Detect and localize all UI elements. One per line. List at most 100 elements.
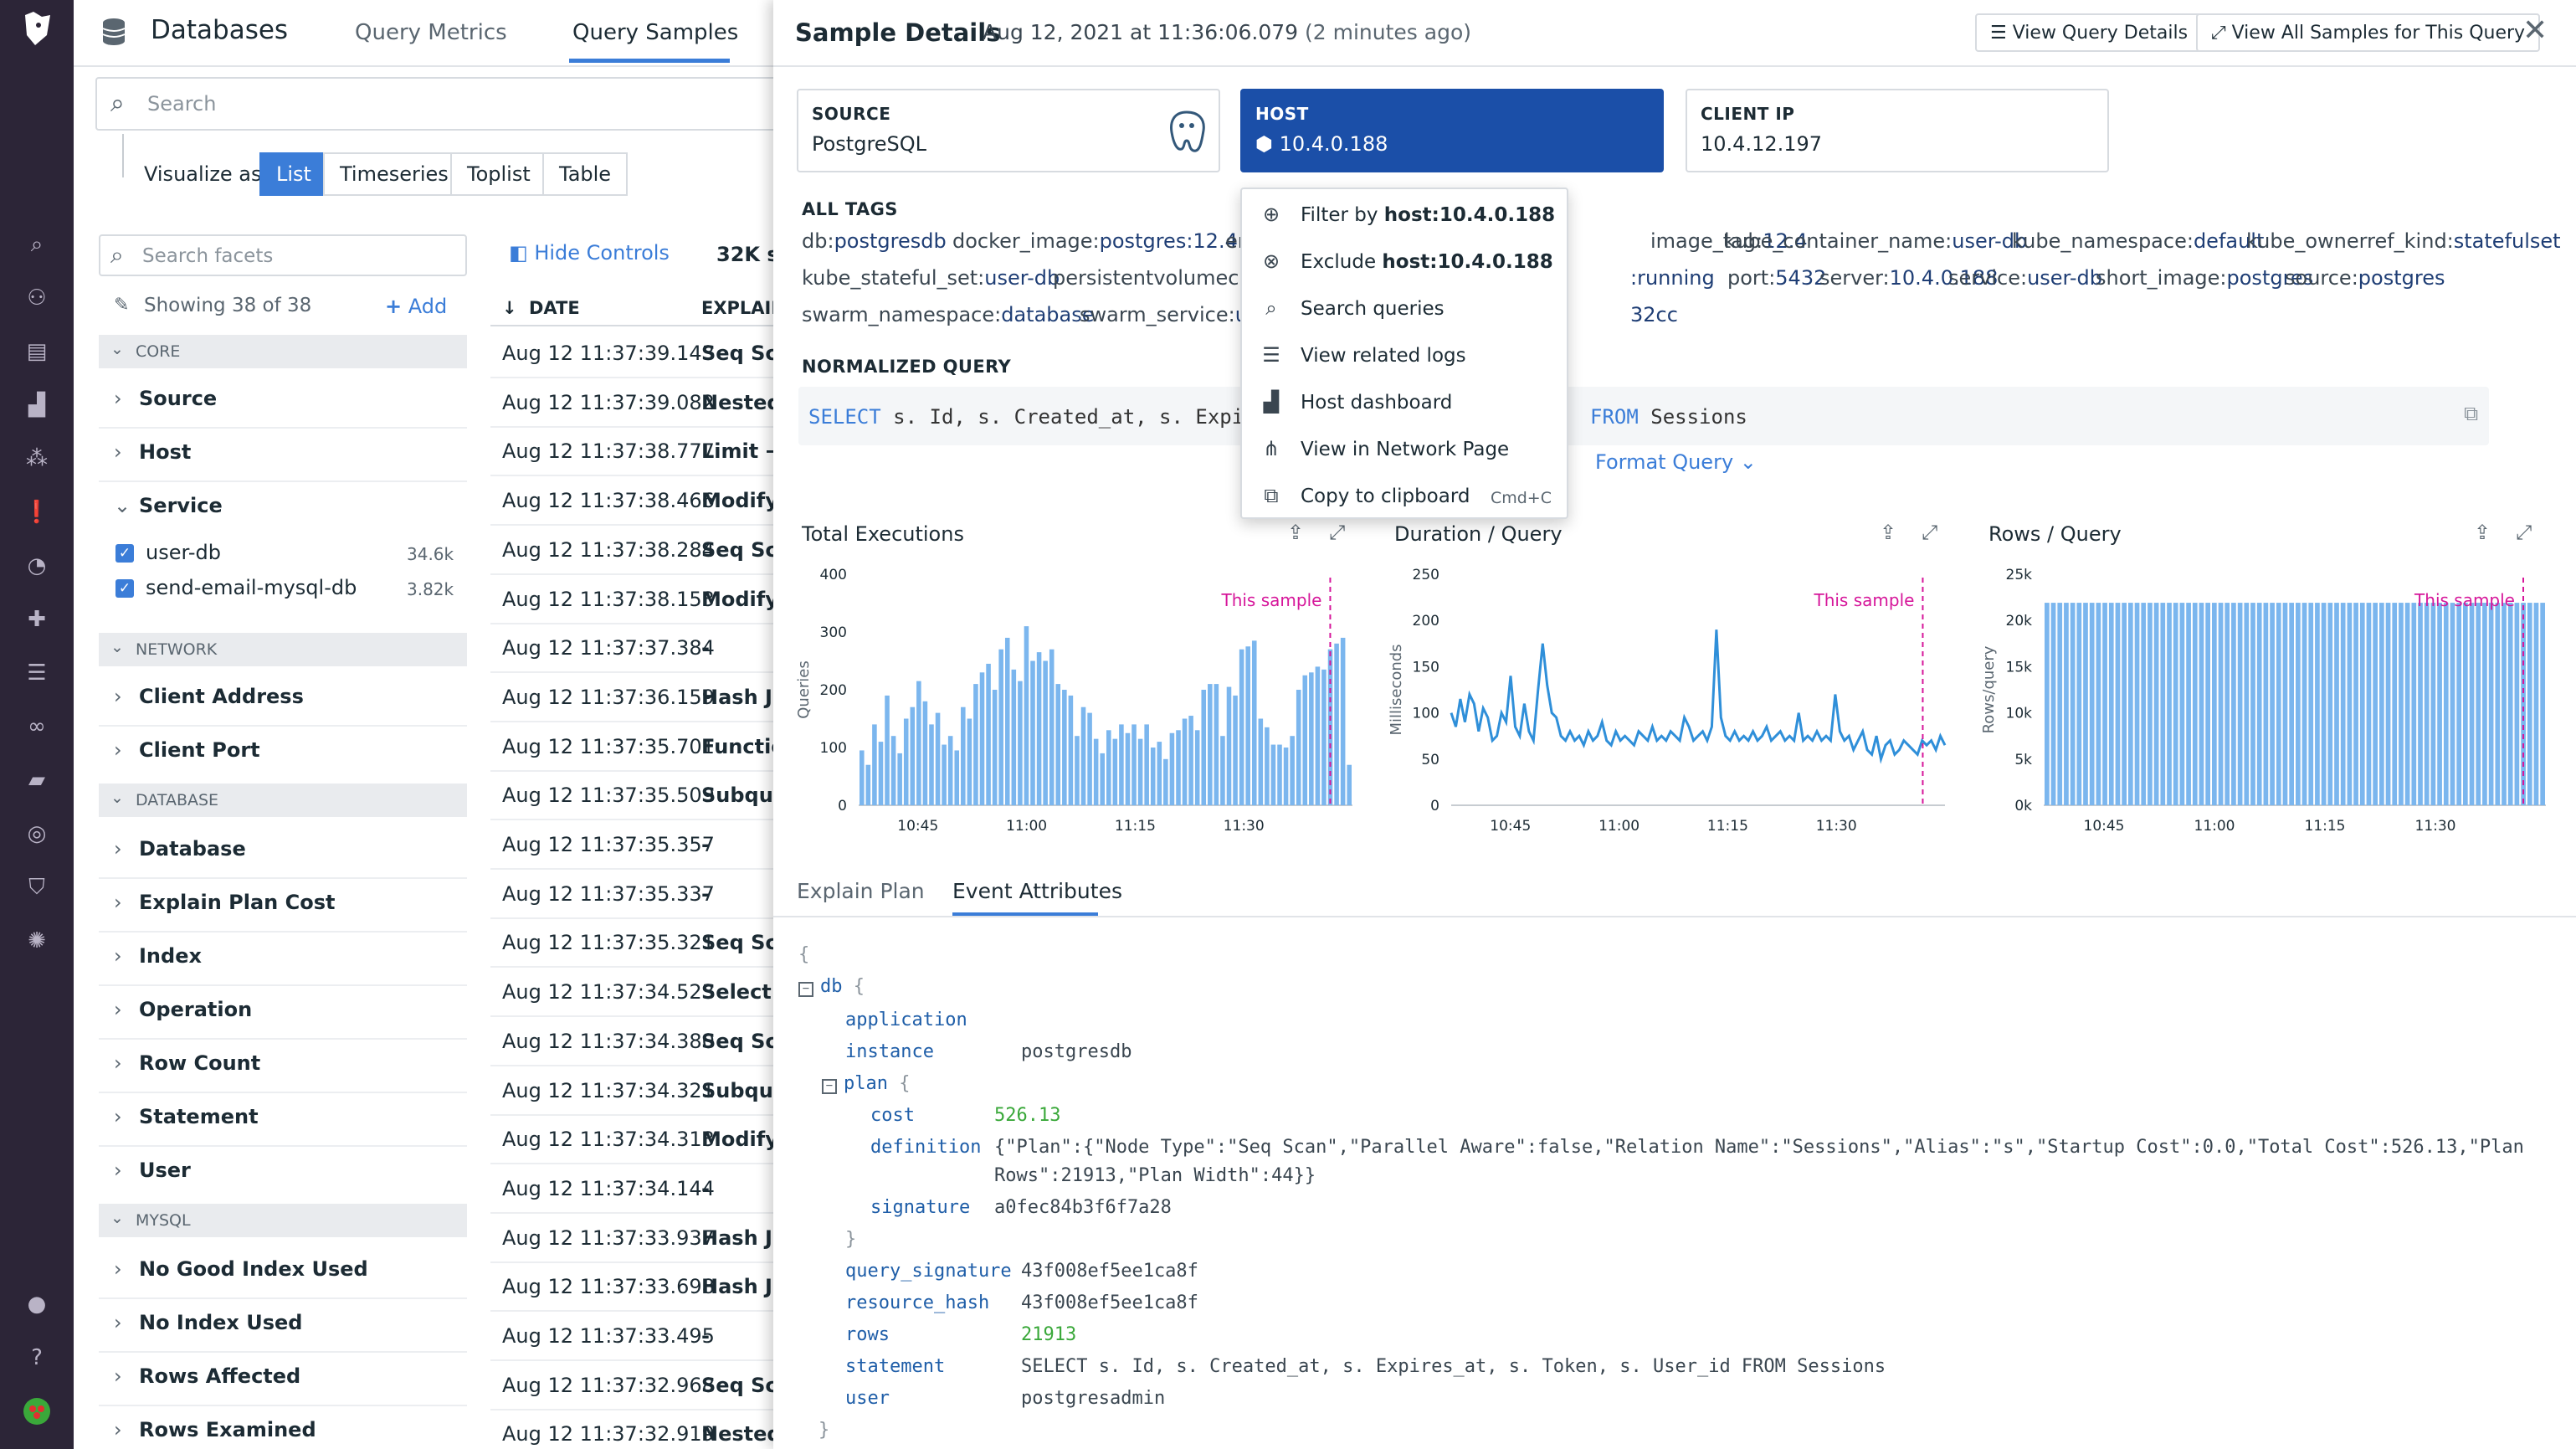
tab-query-samples[interactable]: Query Samples bbox=[572, 20, 739, 45]
alert-icon[interactable]: ❗ bbox=[23, 500, 51, 525]
facet-section-core[interactable]: ⌄ CORE bbox=[99, 335, 467, 368]
visualize-timeseries-button[interactable]: Timeseries bbox=[323, 152, 465, 196]
synthetics-icon[interactable]: ◎ bbox=[27, 821, 47, 846]
column-explain[interactable]: EXPLAIN bbox=[701, 298, 786, 318]
facet-client-port[interactable]: › Client Port bbox=[114, 738, 260, 762]
facet-rows-examined[interactable]: › Rows Examined bbox=[114, 1418, 316, 1441]
share-icon[interactable]: ⇪ bbox=[1287, 521, 1305, 544]
table-row[interactable]: Aug 12 11:37:35.337- bbox=[490, 871, 825, 919]
facet-no-index-used[interactable]: › No Index Used bbox=[114, 1311, 302, 1334]
tag-chip[interactable]: server:10.4.0.188 bbox=[1819, 266, 1998, 290]
collapse-icon[interactable]: − bbox=[822, 1079, 837, 1094]
table-row[interactable]: Aug 12 11:37:36.159 Hash Jo bbox=[490, 674, 825, 722]
puzzle-icon[interactable]: ✚ bbox=[28, 607, 46, 632]
facet-statement[interactable]: › Statement bbox=[114, 1105, 259, 1128]
tag-chip[interactable]: kube_ownerref_kind:statefulset bbox=[2246, 229, 2561, 253]
expand-icon[interactable]: ⤢ bbox=[1922, 521, 1938, 544]
tag-chip[interactable]: kube_namespace:default bbox=[2012, 229, 2264, 253]
tag-chip[interactable]: kube_container_name:user-db bbox=[1724, 229, 2027, 253]
facet-user[interactable]: › User bbox=[114, 1159, 191, 1182]
tag-chip[interactable]: docker_image:postgres:12.4 bbox=[952, 229, 1238, 253]
notebook-icon[interactable]: ▰ bbox=[28, 768, 45, 793]
facet-service[interactable]: ⌄ Service bbox=[114, 494, 223, 517]
tag-chip[interactable]: image_tag:12.4 bbox=[1650, 229, 1808, 253]
copy-icon[interactable]: ⧉ bbox=[2464, 402, 2479, 425]
menu-item-exclude-host[interactable]: ⊗ Exclude host:10.4.0.188 bbox=[1242, 239, 1567, 286]
table-row[interactable]: Aug 12 11:37:39.082 Nested bbox=[490, 379, 825, 428]
tab-explain-plan[interactable]: Explain Plan bbox=[797, 879, 925, 903]
tag-chip[interactable]: short_image:postgres bbox=[2096, 266, 2313, 290]
tag-chip[interactable]: :running bbox=[1630, 266, 1715, 290]
tag-chip[interactable]: swarm_namespace:database bbox=[802, 303, 1095, 326]
client-ip-card[interactable]: CLIENT IP 10.4.12.197 bbox=[1686, 89, 2109, 172]
close-icon[interactable]: ✕ bbox=[2522, 13, 2548, 48]
table-row[interactable]: Aug 12 11:37:35.701 Functio bbox=[490, 723, 825, 772]
facet-source[interactable]: › Source bbox=[114, 387, 217, 410]
view-all-samples-button[interactable]: ⤢ View All Samples for This Query bbox=[2196, 13, 2541, 52]
checkbox-checked[interactable]: ✓ bbox=[115, 544, 134, 563]
facet-search-input[interactable]: ⌕ Search facets bbox=[99, 234, 467, 276]
facet-section-database[interactable]: ⌄ DATABASE bbox=[99, 784, 467, 817]
facet-no-good-index-used[interactable]: › No Good Index Used bbox=[114, 1257, 368, 1281]
binoculars-icon[interactable]: ⚇ bbox=[27, 285, 47, 311]
checkbox-checked[interactable]: ✓ bbox=[115, 579, 134, 598]
tag-chip[interactable]: service:user-db bbox=[1948, 266, 2102, 290]
column-date[interactable]: DATE bbox=[529, 298, 580, 318]
table-row[interactable]: Aug 12 11:37:35.509 Subque bbox=[490, 772, 825, 821]
table-row[interactable]: Aug 12 11:37:38.777 Limit → bbox=[490, 428, 825, 477]
facet-index[interactable]: › Index bbox=[114, 944, 202, 968]
facet-value-user-db[interactable]: ✓ user-db bbox=[115, 541, 221, 564]
facet-client-address[interactable]: › Client Address bbox=[114, 685, 304, 708]
host-card[interactable]: HOST ⬢ 10.4.0.188 bbox=[1240, 89, 1664, 172]
table-row[interactable]: Aug 12 11:37:34.523 Select bbox=[490, 969, 825, 1018]
tab-query-metrics[interactable]: Query Metrics bbox=[355, 20, 507, 45]
source-card[interactable]: SOURCE PostgreSQL bbox=[797, 89, 1220, 172]
table-row[interactable]: Aug 12 11:37:37.384- bbox=[490, 624, 825, 674]
shield-icon[interactable]: ⛉ bbox=[28, 874, 45, 900]
pencil-icon[interactable]: ✎ bbox=[114, 295, 130, 316]
facet-host[interactable]: › Host bbox=[114, 440, 191, 464]
format-query-button[interactable]: Format Query ⌄ bbox=[1595, 450, 1757, 474]
menu-item-view-network-page[interactable]: ⋔ View in Network Page bbox=[1242, 427, 1567, 474]
tag-chip[interactable]: kube_stateful_set:user-db bbox=[802, 266, 1060, 290]
hide-controls-button[interactable]: ◧ Hide Controls bbox=[509, 241, 670, 265]
logs-icon[interactable]: ☰ bbox=[27, 660, 47, 686]
tag-chip[interactable]: persistentvolumeclai bbox=[1053, 266, 1263, 290]
sort-desc-icon[interactable]: ↓ bbox=[502, 298, 517, 318]
tag-chip[interactable]: db:postgresdb bbox=[802, 229, 947, 253]
share-icon[interactable]: ⇪ bbox=[1880, 521, 1897, 544]
facet-rows-affected[interactable]: › Rows Affected bbox=[114, 1364, 300, 1388]
table-row[interactable]: Aug 12 11:37:34.321 Subque bbox=[490, 1067, 825, 1116]
add-facet-button[interactable]: + Add bbox=[385, 295, 447, 318]
menu-item-view-related-logs[interactable]: ☰ View related logs bbox=[1242, 333, 1567, 380]
table-row[interactable]: Aug 12 11:37:38.284 Seq Sca bbox=[490, 527, 825, 575]
table-row[interactable]: Aug 12 11:37:33.495- bbox=[490, 1313, 825, 1361]
table-row[interactable]: Aug 12 11:37:32.919 Nested bbox=[490, 1410, 825, 1449]
view-query-details-button[interactable]: ☰ View Query Details bbox=[1975, 13, 2204, 52]
menu-item-filter-by-host[interactable]: ⊕ Filter by host:10.4.0.188 bbox=[1242, 193, 1567, 239]
facet-section-mysql[interactable]: ⌄ MYSQL bbox=[99, 1204, 467, 1237]
menu-item-search-queries[interactable]: ⌕ Search queries bbox=[1242, 286, 1567, 333]
tag-chip[interactable]: source:postgres bbox=[2285, 266, 2445, 290]
dog-logo-icon[interactable] bbox=[20, 8, 54, 49]
expand-icon[interactable]: ⤢ bbox=[1329, 521, 1346, 544]
gear-icon[interactable]: ✺ bbox=[28, 928, 46, 953]
table-row[interactable]: Aug 12 11:37:33.698 Hash Jo bbox=[490, 1263, 825, 1313]
tag-chip[interactable]: swarm_service:us bbox=[1080, 303, 1258, 326]
graph-icon[interactable]: ⁂ bbox=[26, 446, 48, 471]
facet-value-send-email-mysql-db[interactable]: ✓ send-email-mysql-db bbox=[115, 576, 357, 599]
search-icon[interactable]: ⌕ bbox=[30, 231, 44, 257]
search-input[interactable]: ⌕ Search bbox=[95, 77, 849, 131]
collapse-icon[interactable]: − bbox=[798, 982, 813, 997]
facet-database[interactable]: › Database bbox=[114, 837, 246, 861]
help-icon[interactable]: ? bbox=[31, 1345, 43, 1370]
avatar-icon[interactable] bbox=[20, 1396, 54, 1426]
facet-explain-plan-cost[interactable]: › Explain Plan Cost bbox=[114, 891, 335, 914]
json-plan-node[interactable]: − plan { bbox=[822, 1073, 910, 1094]
visualize-list-button[interactable]: List bbox=[259, 152, 328, 196]
facet-row-count[interactable]: › Row Count bbox=[114, 1051, 260, 1075]
menu-item-host-dashboard[interactable]: ▟ Host dashboard bbox=[1242, 380, 1567, 427]
chart-icon[interactable]: ▟ bbox=[28, 393, 45, 418]
monitor-icon[interactable]: ▤ bbox=[26, 339, 48, 364]
visualize-toplist-button[interactable]: Toplist bbox=[450, 152, 547, 196]
